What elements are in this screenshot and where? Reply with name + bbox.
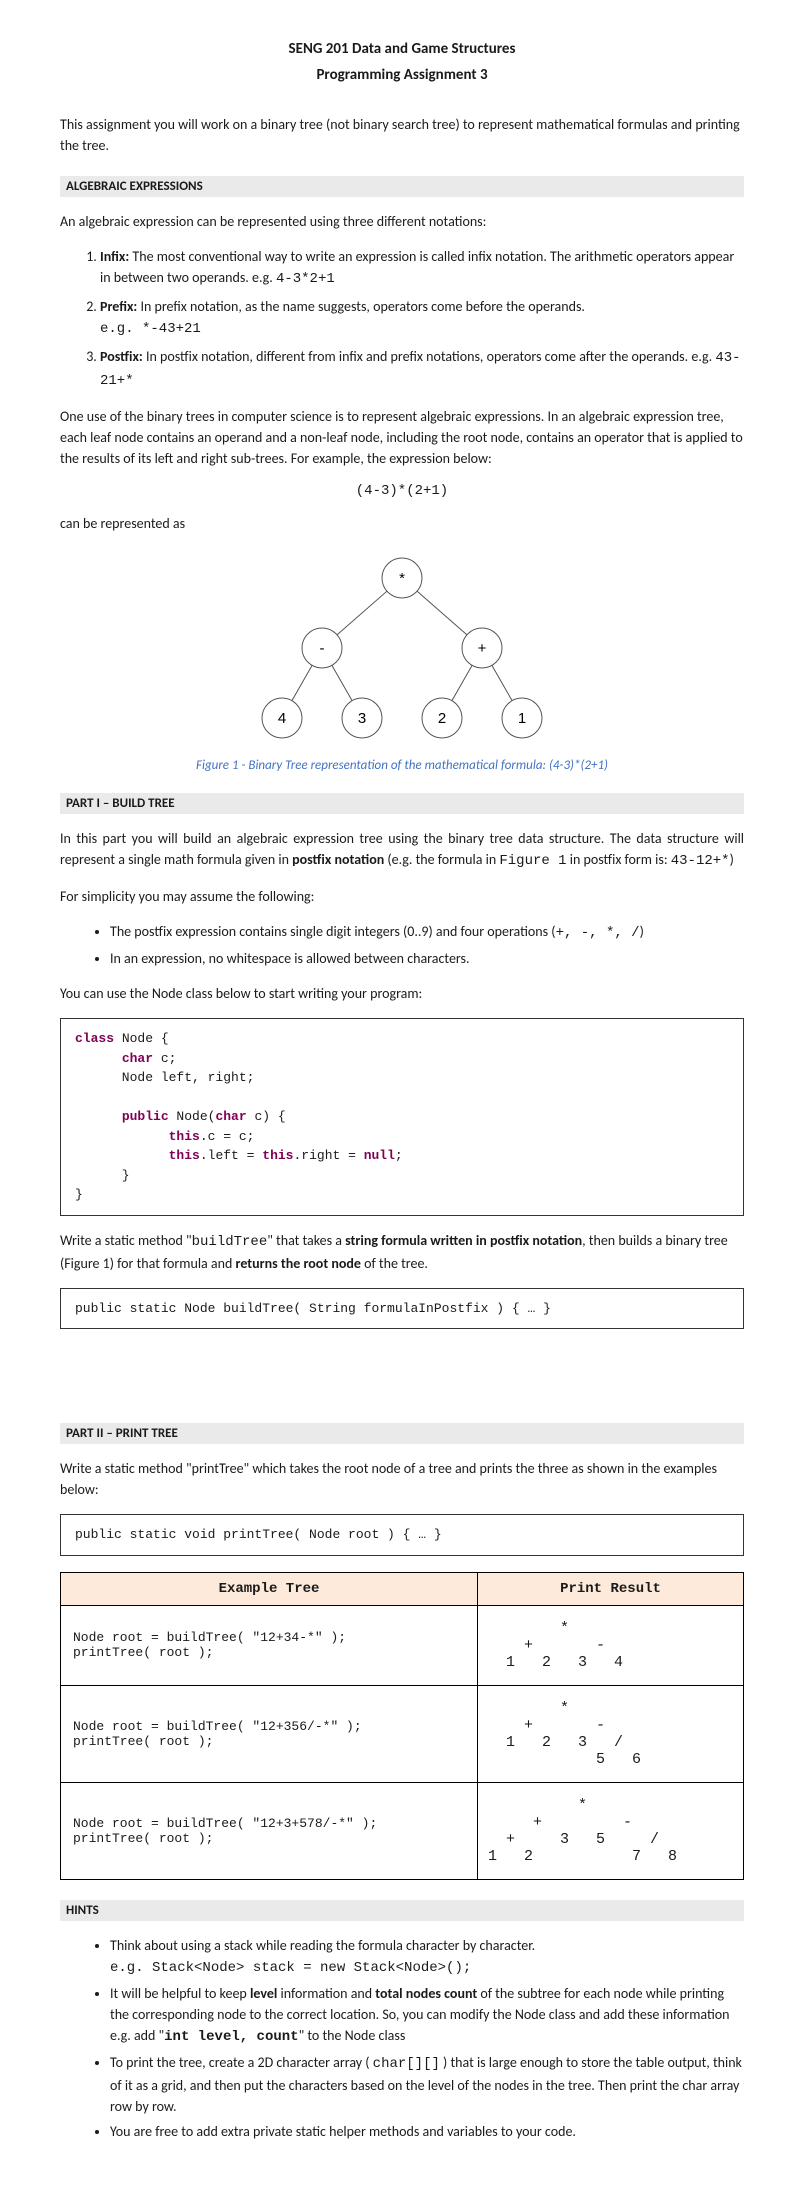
assumption-1: The postfix expression contains single d… bbox=[110, 921, 744, 944]
can-be: can be represented as bbox=[60, 513, 744, 534]
example-code: Node root = buildTree( "12+3+578/-*" ); … bbox=[61, 1782, 478, 1879]
th-example: Example Tree bbox=[61, 1572, 478, 1605]
example-code: Node root = buildTree( "12+34-*" ); prin… bbox=[61, 1605, 478, 1685]
section-algebraic: ALGEBRAIC EXPRESSIONS bbox=[60, 176, 744, 197]
node-intro: You can use the Node class below to star… bbox=[60, 983, 744, 1004]
algebraic-intro: An algebraic expression can be represent… bbox=[60, 211, 744, 232]
assignment-title: Programming Assignment 3 bbox=[60, 66, 744, 84]
write-build: Write a static method "buildTree" that t… bbox=[60, 1230, 744, 1274]
print-signature: public static void printTree( Node root … bbox=[60, 1514, 744, 1556]
intro-para: This assignment you will work on a binar… bbox=[60, 114, 744, 156]
hint-2: It will be helpful to keep level informa… bbox=[110, 1983, 744, 2048]
svg-text:1: 1 bbox=[518, 710, 526, 727]
section-part1: PART I – BUILD TREE bbox=[60, 793, 744, 814]
svg-text:+: + bbox=[478, 640, 487, 657]
course-title: SENG 201 Data and Game Structures bbox=[60, 40, 744, 58]
example-result: * + - 1 2 3 / 5 6 bbox=[477, 1685, 743, 1782]
center-expression: (4-3)*(2+1) bbox=[60, 483, 744, 499]
th-result: Print Result bbox=[477, 1572, 743, 1605]
assumptions-list: The postfix expression contains single d… bbox=[60, 921, 744, 969]
notation-infix: Infix: The most conventional way to writ… bbox=[100, 246, 744, 290]
title-block: SENG 201 Data and Game Structures Progra… bbox=[60, 40, 744, 84]
section-hints: HINTS bbox=[60, 1900, 744, 1921]
hint-3: To print the tree, create a 2D character… bbox=[110, 2052, 744, 2117]
hints-list: Think about using a stack while reading … bbox=[60, 1935, 744, 2142]
simplicity: For simplicity you may assume the follow… bbox=[60, 886, 744, 907]
svg-text:2: 2 bbox=[438, 710, 446, 727]
node-class-code: class Node { char c; Node left, right; p… bbox=[60, 1018, 744, 1216]
tree-figure: * - +4 3 2 1 bbox=[202, 548, 602, 748]
figure-caption: Figure 1 - Binary Tree representation of… bbox=[60, 758, 744, 773]
svg-text:-: - bbox=[320, 640, 325, 657]
notation-prefix: Prefix: In prefix notation, as the name … bbox=[100, 296, 744, 340]
hint-4: You are free to add extra private static… bbox=[110, 2121, 744, 2142]
example-result: * + - 1 2 3 4 bbox=[477, 1605, 743, 1685]
part1-p1: In this part you will build an algebraic… bbox=[60, 828, 744, 872]
svg-text:3: 3 bbox=[358, 710, 366, 727]
hint-1: Think about using a stack while reading … bbox=[110, 1935, 744, 1979]
svg-text:*: * bbox=[399, 570, 405, 587]
assumption-2: In an expression, no whitespace is allow… bbox=[110, 948, 744, 969]
tree-para: One use of the binary trees in computer … bbox=[60, 406, 744, 469]
example-code: Node root = buildTree( "12+356/-*" ); pr… bbox=[61, 1685, 478, 1782]
notation-list: Infix: The most conventional way to writ… bbox=[60, 246, 744, 392]
examples-table: Example Tree Print Result Node root = bu… bbox=[60, 1572, 744, 1880]
example-result: * + - + 3 5 / 1 2 7 8 bbox=[477, 1782, 743, 1879]
build-signature: public static Node buildTree( String for… bbox=[60, 1288, 744, 1330]
section-part2: PART II – PRINT TREE bbox=[60, 1423, 744, 1444]
svg-text:4: 4 bbox=[278, 710, 286, 727]
part2-intro: Write a static method "printTree" which … bbox=[60, 1458, 744, 1500]
notation-postfix: Postfix: In postfix notation, different … bbox=[100, 346, 744, 392]
